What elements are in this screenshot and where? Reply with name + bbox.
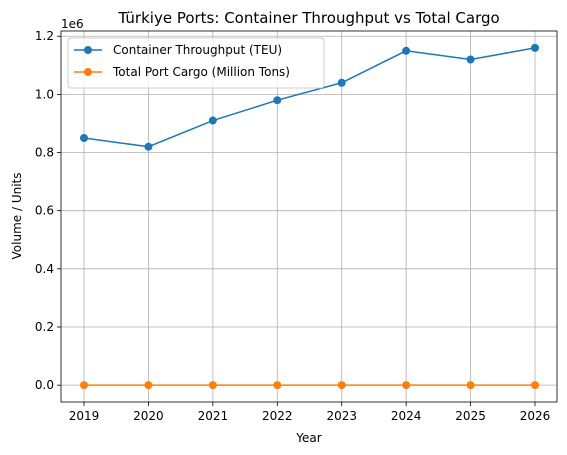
x-tick-label: 2023: [326, 409, 357, 423]
y-tick-label: 0.0: [35, 378, 54, 392]
x-tick-label: 2026: [520, 409, 551, 423]
x-tick-label: 2022: [262, 409, 293, 423]
data-point-0: [273, 96, 282, 105]
chart-title: Türkiye Ports: Container Throughput vs T…: [117, 9, 499, 27]
x-axis-label: Year: [295, 431, 321, 445]
legend: Container Throughput (TEU) Total Port Ca…: [67, 37, 325, 89]
y-axis: 0.0 0.2 0.4 0.6 0.8 1.0 1.2: [35, 29, 61, 392]
plot-area-frame: [60, 30, 558, 403]
x-tick-label: 2020: [133, 409, 164, 423]
series-line-0: [83, 47, 536, 148]
data-point-1: [208, 381, 217, 390]
x-tick-label: 2019: [69, 409, 100, 423]
data-point-1: [144, 381, 153, 390]
x-axis: 2019 2020 2021 2022 2023 2024 2025 2026: [69, 402, 551, 423]
legend-label-container: Container Throughput (TEU): [113, 43, 282, 57]
data-point-0: [208, 116, 217, 125]
series-layer: [80, 43, 539, 390]
data-point-1: [466, 381, 475, 390]
data-point-1: [80, 381, 88, 390]
legend-marker-cargo: [84, 68, 92, 76]
legend-marker-container: [84, 46, 92, 54]
data-point-1: [531, 381, 539, 390]
data-point-0: [144, 142, 153, 151]
data-point-0: [466, 55, 475, 64]
legend-box: [67, 37, 325, 89]
data-point-0: [337, 78, 346, 87]
grid: [61, 31, 557, 402]
y-tick-label: 0.4: [35, 262, 54, 276]
x-tick-label: 2025: [455, 409, 486, 423]
y-tick-label: 0.8: [35, 146, 54, 160]
data-point-0: [80, 133, 88, 142]
legend-label-cargo: Total Port Cargo (Million Tons): [112, 65, 290, 79]
y-tick-label: 0.2: [35, 320, 54, 334]
x-tick-label: 2021: [198, 409, 229, 423]
x-tick-label: 2024: [391, 409, 422, 423]
data-point-1: [337, 381, 346, 390]
y-tick-label: 1.0: [35, 87, 54, 101]
y-axis-label: Volume / Units: [10, 173, 24, 260]
data-point-1: [273, 381, 282, 390]
y-tick-label: 0.6: [35, 204, 54, 218]
y-offset-label: 1e6: [61, 17, 84, 31]
data-point-0: [531, 43, 539, 52]
data-point-1: [402, 381, 411, 390]
data-point-0: [402, 46, 411, 55]
y-tick-label: 1.2: [35, 29, 54, 43]
